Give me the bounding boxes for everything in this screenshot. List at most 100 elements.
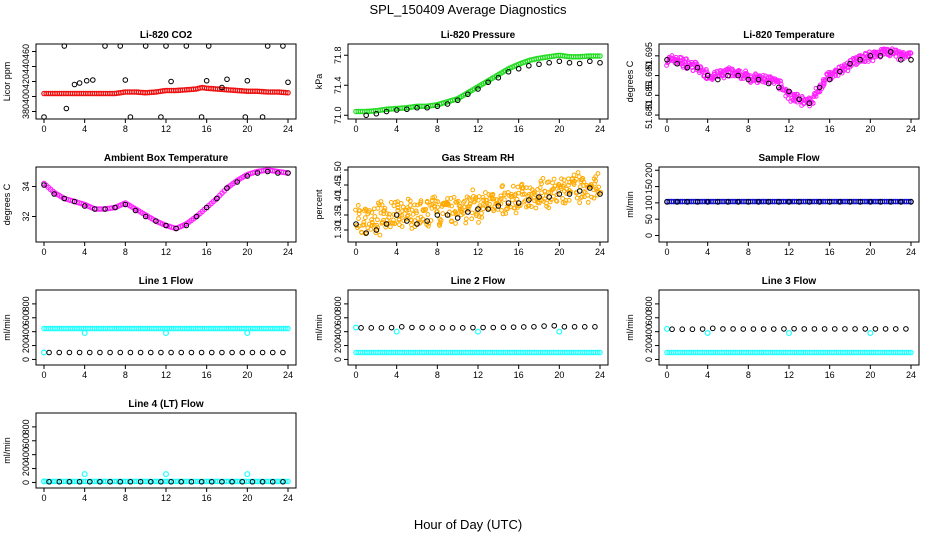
minute-data-point xyxy=(356,211,362,217)
minute-data-point xyxy=(440,211,446,216)
avg-data-point xyxy=(280,478,286,485)
avg-data-point xyxy=(475,206,481,212)
minute-data-point xyxy=(500,211,506,217)
avg-data-point xyxy=(269,478,276,485)
panel-title: Line 3 Flow xyxy=(762,276,817,287)
avg-data-point xyxy=(475,86,481,92)
panel-title: Li-820 Pressure xyxy=(441,30,516,41)
avg-data-point xyxy=(178,349,185,356)
minute-data-point xyxy=(763,73,768,79)
avg-data-point xyxy=(393,212,400,218)
y-tick-label: 200 xyxy=(644,338,654,353)
avg-data-point xyxy=(83,77,90,84)
minute-data-point xyxy=(574,195,580,201)
avg-data-point xyxy=(46,349,52,356)
avg-data-point xyxy=(796,199,802,205)
avg-data-point xyxy=(806,199,813,205)
minute-data-point xyxy=(437,220,443,226)
avg-data-point xyxy=(239,478,246,485)
minute-data-point xyxy=(384,211,390,216)
minute-data-point xyxy=(391,212,397,217)
avg-data-point xyxy=(709,325,716,332)
avg-data-point xyxy=(188,478,195,485)
minute-data-point xyxy=(595,349,601,356)
avg-data-point xyxy=(597,191,603,197)
avg-data-point xyxy=(249,478,256,485)
minute-data-point xyxy=(503,211,509,216)
y-tick-label: 51.690 xyxy=(644,62,654,90)
x-tick-label: 24 xyxy=(283,247,293,257)
y-tick-label: 200 xyxy=(21,338,31,353)
panel-title: Line 2 Flow xyxy=(451,276,506,287)
y-axis-label: ml/min xyxy=(2,437,12,464)
y-tick-label: 400 xyxy=(21,447,31,462)
minute-data-point xyxy=(501,197,507,202)
x-tick-label: 0 xyxy=(41,247,46,257)
minute-data-point xyxy=(550,186,556,192)
x-tick-label: 8 xyxy=(435,124,440,134)
x-tick-label: 4 xyxy=(705,247,710,257)
minute-data-point xyxy=(434,209,440,215)
avg-data-point xyxy=(877,199,884,205)
avg-data-point xyxy=(424,218,430,224)
x-tick-label: 0 xyxy=(353,124,358,134)
avg-data-point xyxy=(587,58,593,65)
avg-data-point xyxy=(414,221,420,227)
avg-data-point xyxy=(776,84,782,91)
avg-data-point xyxy=(434,103,441,110)
minute-data-point xyxy=(395,205,401,211)
avg-data-point xyxy=(368,325,375,331)
minute-data-point xyxy=(425,212,431,217)
avg-data-point xyxy=(898,56,904,63)
minute-data-point xyxy=(698,64,704,70)
minute-data-point xyxy=(469,216,475,222)
avg-data-point xyxy=(796,96,802,103)
avg-data-point xyxy=(117,478,124,485)
minute-data-point xyxy=(522,198,528,204)
minute-data-point xyxy=(361,219,367,225)
minute-data-point xyxy=(429,202,435,208)
avg-data-point xyxy=(887,199,894,205)
avg-data-point xyxy=(561,324,568,330)
avg-data-point xyxy=(61,195,68,202)
avg-data-point xyxy=(203,204,210,211)
avg-data-point xyxy=(208,478,215,485)
y-tick-label: 600 xyxy=(21,310,31,325)
avg-data-point xyxy=(404,106,410,113)
y-axis-label: percent xyxy=(314,189,324,220)
x-tick-label: 8 xyxy=(123,493,128,503)
avg-data-point xyxy=(193,213,200,220)
panel-3: Li-820 Temperature degrees C 0 4 8 12 16 20 24 51… xyxy=(625,30,920,134)
avg-data-point xyxy=(219,349,225,356)
minute-data-point xyxy=(563,198,569,203)
avg-data-point xyxy=(137,349,144,356)
avg-data-point xyxy=(715,76,721,83)
minute-data-point xyxy=(283,169,289,176)
avg-data-point xyxy=(188,349,195,356)
minute-data-point xyxy=(501,192,507,198)
avg-data-point xyxy=(546,194,552,200)
minute-data-point xyxy=(779,84,784,90)
x-tick-label: 16 xyxy=(825,247,835,257)
minute-data-point xyxy=(532,189,537,195)
avg-data-point xyxy=(745,76,752,83)
outlier-point xyxy=(704,330,711,337)
avg-data-point xyxy=(581,324,588,330)
minute-data-point xyxy=(283,325,289,332)
x-tick-label: 20 xyxy=(554,124,564,134)
minute-data-point xyxy=(285,89,291,96)
avg-data-point xyxy=(566,59,573,66)
minute-data-point xyxy=(378,210,384,216)
minute-data-point xyxy=(362,215,368,221)
minute-data-point xyxy=(418,198,424,204)
avg-data-point xyxy=(219,84,225,91)
x-tick-label: 16 xyxy=(202,370,212,380)
minute-data-point xyxy=(474,207,480,213)
x-tick-label: 12 xyxy=(161,493,171,503)
avg-data-point xyxy=(137,478,144,485)
outlier-point xyxy=(393,328,400,335)
avg-data-point xyxy=(46,478,52,485)
avg-data-point xyxy=(510,324,517,330)
x-tick-label: 0 xyxy=(353,247,358,257)
y-tick-label: 400 xyxy=(644,324,654,339)
